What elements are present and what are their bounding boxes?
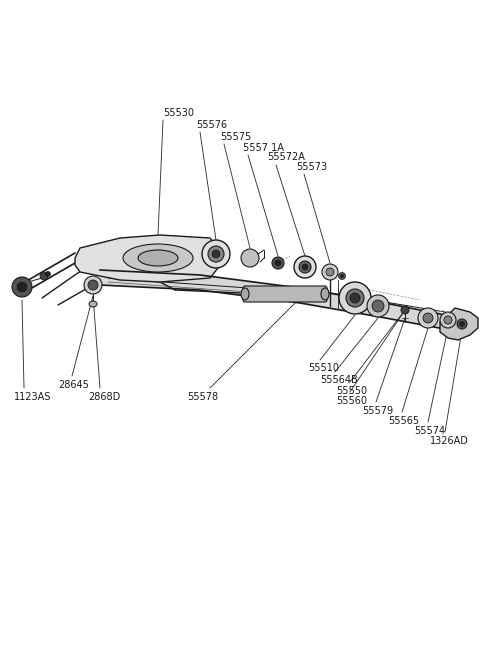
Circle shape <box>440 312 456 328</box>
Ellipse shape <box>321 288 329 300</box>
Circle shape <box>299 261 311 273</box>
Polygon shape <box>75 235 220 282</box>
Circle shape <box>241 249 259 267</box>
Circle shape <box>457 319 467 329</box>
Text: 1123AS: 1123AS <box>14 392 51 402</box>
Circle shape <box>84 276 102 294</box>
Ellipse shape <box>138 250 178 266</box>
Text: 55550: 55550 <box>336 386 367 396</box>
Circle shape <box>346 289 364 307</box>
Circle shape <box>338 273 346 279</box>
Text: 55565: 55565 <box>388 416 419 426</box>
Circle shape <box>294 256 316 278</box>
Circle shape <box>423 313 433 323</box>
Ellipse shape <box>241 288 249 300</box>
Text: 55530: 55530 <box>163 108 194 118</box>
Circle shape <box>350 293 360 303</box>
Polygon shape <box>440 308 478 340</box>
Circle shape <box>46 271 50 277</box>
Text: 55578: 55578 <box>187 392 218 402</box>
FancyBboxPatch shape <box>243 286 327 302</box>
Circle shape <box>12 277 32 297</box>
Text: 55564B: 55564B <box>320 375 358 385</box>
Circle shape <box>339 282 371 314</box>
Circle shape <box>202 240 230 268</box>
Circle shape <box>322 264 338 280</box>
Text: 5557 1A: 5557 1A <box>243 143 284 153</box>
Text: 55575: 55575 <box>220 132 251 142</box>
Circle shape <box>17 282 27 292</box>
Circle shape <box>326 268 334 276</box>
Circle shape <box>444 316 452 324</box>
Ellipse shape <box>18 279 26 295</box>
Text: 55560: 55560 <box>336 396 367 406</box>
Circle shape <box>40 272 48 280</box>
Text: 55579: 55579 <box>362 406 393 416</box>
Circle shape <box>88 280 98 290</box>
Circle shape <box>212 250 220 258</box>
Circle shape <box>302 264 308 270</box>
Ellipse shape <box>123 244 193 272</box>
Ellipse shape <box>89 301 97 307</box>
Circle shape <box>208 246 224 262</box>
Text: 55572A: 55572A <box>267 152 305 162</box>
Text: 55510: 55510 <box>308 363 339 373</box>
Circle shape <box>367 295 389 317</box>
Text: 1326AD: 1326AD <box>430 436 469 446</box>
Circle shape <box>275 260 281 266</box>
Circle shape <box>372 300 384 312</box>
Circle shape <box>401 306 409 314</box>
Text: 55576: 55576 <box>196 120 227 130</box>
Text: 55573: 55573 <box>296 162 327 172</box>
Text: 28645: 28645 <box>58 380 89 390</box>
Circle shape <box>340 275 344 277</box>
Text: 2868D: 2868D <box>88 392 120 402</box>
Text: 55574: 55574 <box>414 426 445 436</box>
Circle shape <box>272 257 284 269</box>
Polygon shape <box>100 270 465 336</box>
Circle shape <box>459 321 465 327</box>
Circle shape <box>418 308 438 328</box>
